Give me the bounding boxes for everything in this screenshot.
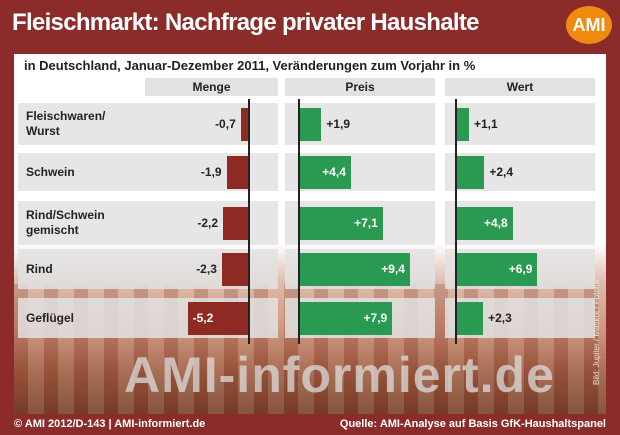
footer-source: Quelle: AMI-Analyse auf Basis GfK-Hausha…: [339, 418, 606, 430]
value-label: +6,9: [508, 262, 533, 276]
column-header-preis: Preis: [285, 78, 435, 96]
value-label: -5,2: [192, 311, 214, 325]
bar-preis: [299, 155, 351, 189]
value-label: +9,4: [381, 262, 405, 276]
category-label: Schwein: [26, 165, 75, 179]
column-header-wert: Wert: [445, 78, 595, 96]
value-label: +1,1: [473, 117, 498, 131]
value-label: -0,7: [215, 117, 236, 131]
bar-preis: [299, 206, 383, 240]
value-label: +7,1: [354, 216, 378, 230]
bar-wert: [456, 155, 485, 189]
bar-menge: [221, 252, 249, 286]
value-label: -2,3: [196, 262, 217, 276]
category-label: Rind: [26, 262, 53, 276]
row-band: [18, 103, 278, 145]
axis-menge: [248, 99, 250, 344]
footer-copyright: © AMI 2012/D-143 | AMI-informiert.de: [14, 418, 206, 430]
bar-menge: [187, 301, 249, 335]
bar-preis: [299, 252, 410, 286]
bar-menge: [226, 155, 249, 189]
category-label: Geflügel: [26, 311, 75, 325]
photo-credit: Bild: Jupiter / Maskot / Fotolia: [592, 280, 601, 385]
bar-wert: [456, 206, 513, 240]
bar-wert: [456, 301, 484, 335]
category-label: Fleischwaren/ Wurst: [26, 109, 106, 138]
value-label: +2,3: [488, 311, 512, 325]
bar-preis: [299, 301, 393, 335]
value-label: -1,9: [200, 165, 222, 179]
value-label: -2,2: [197, 216, 219, 230]
value-label: +1,9: [326, 117, 351, 131]
category-label: Rind/Schwein gemischt: [26, 208, 105, 237]
bar-wert: [456, 252, 538, 286]
value-label: +4,8: [483, 216, 508, 230]
chart-panel: in Deutschland, Januar-Dezember 2011, Ve…: [14, 54, 606, 414]
bar-menge: [223, 206, 249, 240]
chart-subtitle: in Deutschland, Januar-Dezember 2011, Ve…: [24, 58, 476, 73]
ami-logo: AMI: [566, 6, 612, 44]
bar-menge: [240, 107, 249, 141]
chart-title: Fleischmarkt: Nachfrage privater Haushal…: [12, 9, 479, 36]
value-label: +4,4: [322, 165, 346, 179]
value-label: +2,4: [489, 165, 514, 179]
bar-preis: [299, 107, 322, 141]
axis-preis: [298, 99, 300, 344]
bar-wert: [456, 107, 469, 141]
watermark: AMI-informiert.de: [124, 347, 555, 403]
column-header-menge: Menge: [145, 78, 278, 96]
value-label: +7,9: [363, 311, 388, 325]
axis-wert: [455, 99, 457, 344]
row-band: [445, 103, 595, 145]
